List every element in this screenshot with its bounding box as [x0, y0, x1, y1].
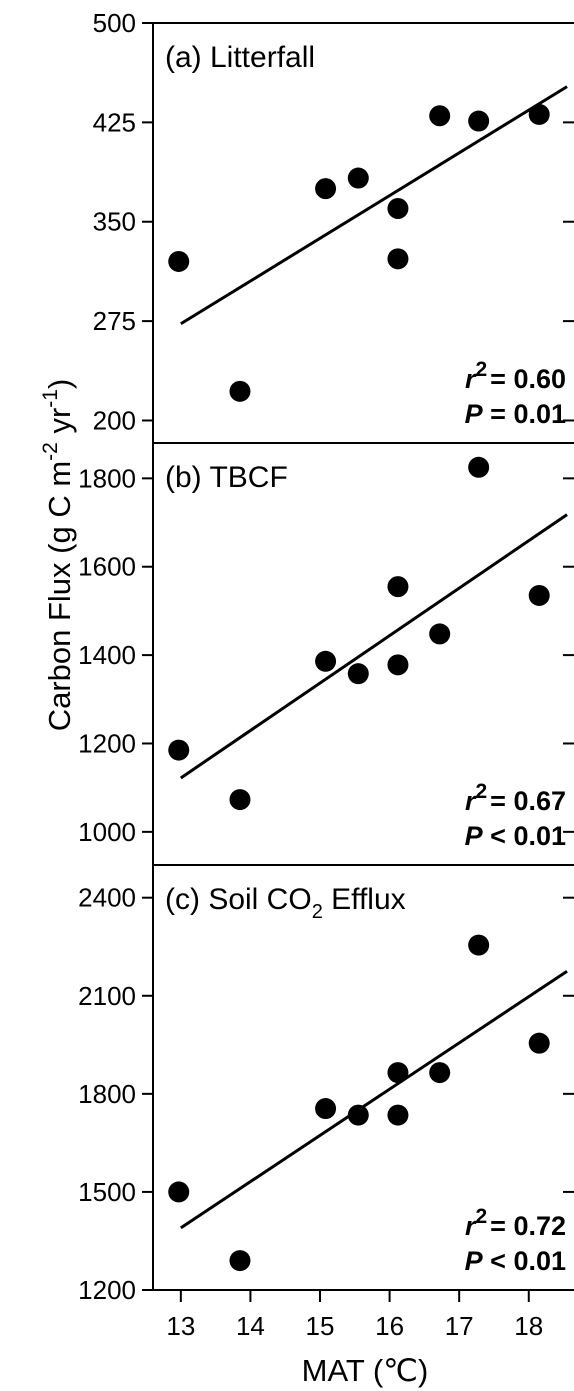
y-tick-label: 500	[93, 8, 136, 38]
y-tick-label: 1800	[78, 463, 136, 493]
y-tick-label: 200	[93, 405, 136, 435]
p-symbol: P	[465, 399, 484, 429]
regression-line	[180, 970, 568, 1230]
p-symbol: P	[465, 1246, 484, 1276]
r-squared-value: = 0.60	[490, 364, 566, 394]
y-axis-title-exp2: -1	[39, 389, 62, 408]
p-value-label: P < 0.01	[465, 1246, 566, 1276]
x-tick-label: 16	[375, 1311, 404, 1341]
regression-line	[179, 513, 568, 780]
p-value: < 0.01	[483, 821, 566, 851]
data-point	[387, 248, 409, 270]
panel-label-text: (b) TBCF	[165, 461, 288, 494]
data-point	[315, 650, 337, 672]
data-point	[229, 380, 251, 402]
data-point	[387, 197, 409, 219]
data-point	[315, 178, 337, 200]
data-point	[468, 110, 490, 132]
r-symbol: r	[465, 786, 477, 816]
r-exponent: 2	[475, 780, 487, 803]
y-axis-title-exp1: -2	[39, 442, 62, 461]
data-point	[528, 584, 550, 606]
data-point	[229, 789, 251, 811]
panel-label-end: Efflux	[323, 883, 406, 916]
panel-label: (b) TBCF	[165, 461, 288, 494]
data-point	[168, 1181, 190, 1203]
y-tick-label: 1400	[78, 640, 136, 670]
p-value-label: P < 0.01	[465, 821, 566, 851]
data-point	[468, 456, 490, 478]
data-point	[387, 1062, 409, 1084]
r-exponent: 2	[475, 1205, 487, 1228]
panel-label-text: (c) Soil CO	[165, 883, 312, 916]
y-axis-title: Carbon Flux (g C m-2 yr-1)	[39, 379, 77, 732]
y-tick-label: 1000	[78, 817, 136, 847]
data-point	[429, 105, 451, 127]
data-point	[347, 1104, 369, 1126]
y-tick-label: 1600	[78, 552, 136, 582]
r-exponent: 2	[475, 358, 487, 381]
data-point	[347, 167, 369, 189]
data-point	[387, 1104, 409, 1126]
data-point	[429, 1062, 451, 1084]
y-tick-label: 1500	[78, 1177, 136, 1207]
data-point	[528, 1032, 550, 1054]
r-squared-label: r2 = 0.72	[465, 1205, 566, 1241]
p-value-label: P = 0.01	[465, 399, 566, 429]
r-symbol: r	[465, 364, 477, 394]
data-point	[528, 103, 550, 125]
x-tick-label: 18	[514, 1311, 543, 1341]
y-tick-label: 350	[93, 207, 136, 237]
panel-label: (c) Soil CO2 Efflux	[165, 883, 406, 923]
data-point	[229, 1250, 251, 1272]
p-value: = 0.01	[483, 399, 566, 429]
data-point	[387, 654, 409, 676]
panel-label: (a) Litterfall	[165, 41, 315, 74]
panel-label-subscript: 2	[312, 901, 323, 923]
p-symbol: P	[465, 821, 484, 851]
data-point	[347, 663, 369, 685]
y-tick-label: 275	[93, 306, 136, 336]
x-tick-label: 13	[166, 1311, 195, 1341]
y-axis-title-end: )	[42, 379, 77, 389]
x-tick-label: 14	[236, 1311, 265, 1341]
y-tick-label: 425	[93, 107, 136, 137]
y-tick-label: 2100	[78, 981, 136, 1011]
p-value: < 0.01	[483, 1246, 566, 1276]
x-tick-label: 17	[445, 1311, 474, 1341]
y-axis-title-main: Carbon Flux (g C m	[42, 461, 77, 731]
y-tick-label: 2400	[78, 883, 136, 913]
r-squared-value: = 0.67	[490, 786, 566, 816]
x-axis-title: MAT (℃)	[302, 1353, 429, 1388]
regression-line	[180, 85, 568, 326]
data-point	[429, 623, 451, 645]
y-axis-title-mid: yr	[42, 408, 77, 442]
data-point	[387, 576, 409, 598]
x-tick-label: 15	[306, 1311, 335, 1341]
data-point	[168, 739, 190, 761]
r-symbol: r	[465, 1211, 477, 1241]
panel-label-text: (a) Litterfall	[165, 41, 315, 74]
y-tick-label: 1200	[78, 1275, 136, 1305]
x-axis: 13 14 15 16 17 18	[153, 1289, 574, 1341]
y-tick-label: 1800	[78, 1079, 136, 1109]
y-tick-label: 1200	[78, 728, 136, 758]
data-point	[468, 934, 490, 956]
r-squared-label: r2 = 0.67	[465, 780, 566, 816]
data-point	[168, 250, 190, 272]
data-point	[315, 1098, 337, 1120]
r-squared-value: = 0.72	[490, 1211, 566, 1241]
r-squared-label: r2 = 0.60	[465, 358, 566, 394]
